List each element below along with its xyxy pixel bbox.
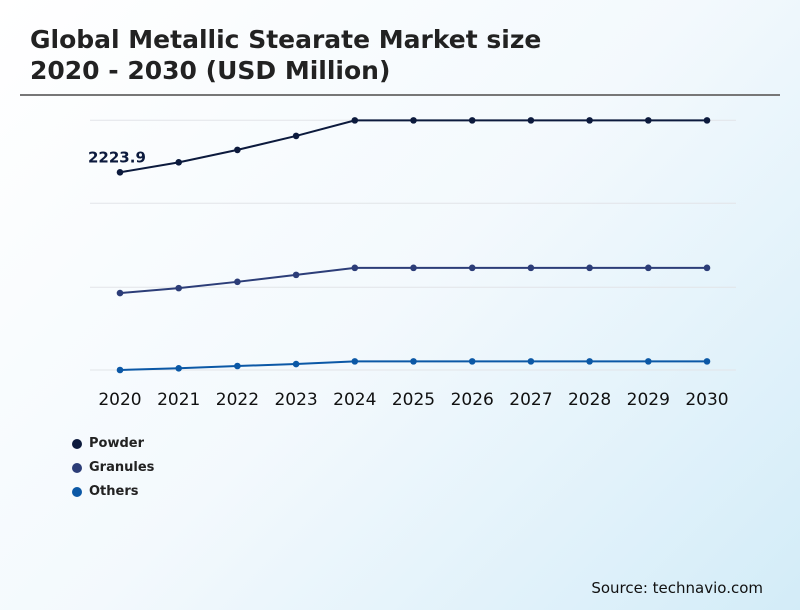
data-point-granules [703,264,711,272]
legend-item-granules: Granules [72,460,154,475]
legend-marker-others [72,486,82,497]
x-tick-label: 2020 [98,390,141,410]
data-point-others [527,358,535,365]
data-point-others [645,358,652,365]
data-point-granules [116,289,124,297]
data-point-others [410,358,417,365]
data-point-others [234,362,241,370]
data-point-granules [468,264,476,272]
data-point-powder [234,146,241,154]
x-tick-label: 2026 [451,390,494,410]
data-point-powder [468,117,476,124]
data-point-others [351,358,359,365]
data-point-granules [645,264,652,272]
data-point-powder [645,117,652,124]
title-line-1: Global Metallic Stearate Market size [30,25,542,54]
data-point-granules [292,271,300,279]
source-credit: Source: technavio.com [591,579,763,597]
data-point-granules [234,278,241,286]
x-tick-label: 2029 [627,390,670,410]
x-tick-label: 2025 [392,390,435,410]
data-point-granules [410,264,417,272]
x-tick-label: 2027 [509,390,552,410]
title-line-2: 2020 - 2030 (USD Million) [30,56,391,85]
chart-title: Global Metallic Stearate Market size 202… [30,24,541,86]
data-point-powder [351,117,359,124]
data-point-granules [175,284,182,292]
x-tick-label: 2030 [685,390,728,410]
data-point-powder [116,169,124,176]
data-point-others [175,365,182,372]
title-divider [20,94,780,96]
legend-item-others: Others [72,484,139,499]
data-label: 2223.9 [88,148,146,166]
x-tick-label: 2021 [157,390,200,410]
x-tick-label: 2028 [568,390,611,410]
data-point-others [468,358,476,365]
data-point-others [586,358,593,365]
legend-label: Others [89,484,139,499]
legend-marker-powder [72,438,82,449]
data-point-granules [351,264,359,272]
legend-label: Granules [89,460,155,475]
legend-marker-granules [72,462,82,473]
data-point-granules [586,264,593,272]
x-tick-label: 2024 [333,390,376,410]
data-point-powder [586,117,593,124]
legend-item-powder: Powder [72,436,144,451]
data-point-powder [292,132,300,140]
legend-label: Powder [89,436,145,451]
series-line-powder [119,119,707,174]
data-point-others [292,360,300,368]
data-point-others [703,358,711,365]
data-point-powder [175,159,182,166]
series-line-granules [119,266,707,295]
x-tick-label: 2022 [216,390,259,410]
data-point-powder [527,117,535,124]
data-point-powder [703,117,711,124]
data-point-powder [410,117,417,124]
data-point-others [116,366,124,374]
x-tick-label: 2023 [274,390,317,410]
data-point-granules [527,264,535,272]
